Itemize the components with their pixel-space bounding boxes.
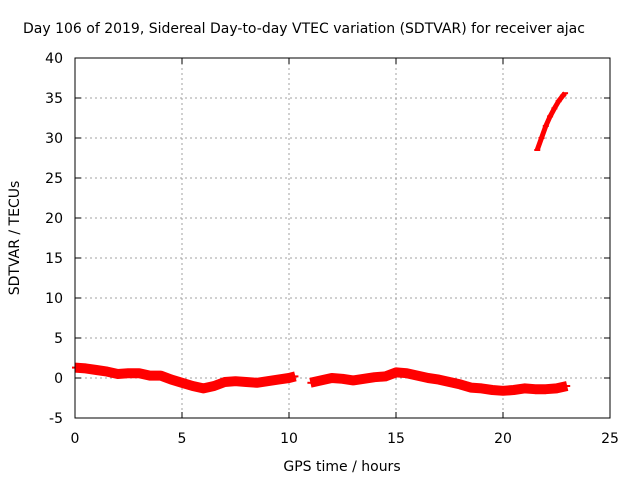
y-tick-label: 10: [45, 291, 63, 307]
y-tick-label: 40: [45, 51, 63, 67]
chart-title: Day 106 of 2019, Sidereal Day-to-day VTE…: [23, 21, 585, 37]
plot-frame: [74, 57, 611, 419]
series-layer: [72, 91, 571, 396]
y-tick-label: 30: [45, 131, 63, 147]
y-tick-label: 15: [45, 251, 63, 267]
sdtvar-series-segment: [74, 362, 297, 394]
y-tick-label: 5: [54, 331, 63, 347]
y-tick-label: 20: [45, 211, 63, 227]
y-tick-label: 35: [45, 91, 63, 107]
axis-ticks: 0 5 10 15 20 25 -5 0 5 10 15 20 25 30 35 40: [45, 51, 619, 447]
x-tick-label: 0: [71, 431, 80, 447]
y-tick-label: 25: [45, 171, 63, 187]
x-tick-label: 20: [494, 431, 512, 447]
x-tick-label: 10: [280, 431, 298, 447]
y-tick-label: 0: [54, 371, 63, 387]
grid: [75, 58, 610, 418]
y-tick-label: -5: [49, 411, 63, 427]
x-tick-label: 25: [601, 431, 619, 447]
sdtvar-series-segment: [309, 367, 569, 396]
x-tick-label: 5: [178, 431, 187, 447]
x-axis-label: GPS time / hours: [283, 459, 400, 475]
x-tick-label: 15: [387, 431, 405, 447]
y-axis-label: SDTVAR / TECUs: [7, 181, 23, 296]
